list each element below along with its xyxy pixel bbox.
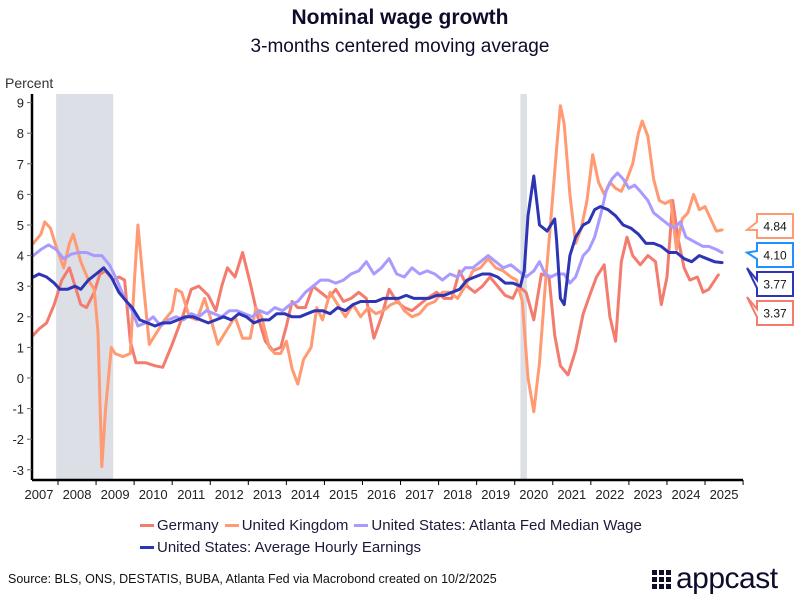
x-tick-label: 2010 — [139, 487, 168, 502]
x-tick-label: 2022 — [595, 487, 624, 502]
legend-swatch-atlanta-fed — [354, 523, 369, 527]
end-label-box — [744, 213, 794, 239]
end-label-united-kingdom: 4.84 — [744, 213, 794, 239]
end-label-germany: 3.37 — [746, 296, 794, 326]
chart-subtitle: 3-months centered moving average — [250, 36, 550, 57]
end-label-united-states-average-hourly-earnings: 3.77 — [746, 267, 794, 297]
x-tick-label: 2020 — [519, 487, 548, 502]
legend-label: United States: Average Hourly Earnings — [157, 538, 422, 556]
y-tick-label: -3 — [12, 463, 24, 478]
y-tick-label: 6 — [17, 187, 24, 202]
legend-swatch-uk — [224, 523, 239, 527]
x-tick-label: 2013 — [253, 487, 282, 502]
legend-label: United Kingdom — [241, 516, 349, 534]
logo-dots-icon — [652, 569, 671, 589]
y-tick-label: 4 — [17, 249, 24, 264]
y-axis-label: Percent — [5, 75, 54, 91]
end-label-box — [746, 267, 794, 297]
legend-swatch-germany — [140, 523, 154, 527]
y-tick-label: 8 — [17, 126, 24, 141]
end-label-united-states-atlanta-fed-median-wage: 4.10 — [744, 242, 794, 268]
x-tick-label: 2009 — [101, 487, 130, 502]
logo-text: appcast — [676, 562, 778, 595]
legend-label: Germany — [157, 516, 219, 534]
x-tick-label: 2024 — [672, 487, 701, 502]
end-label-value: 4.10 — [763, 249, 787, 263]
x-tick-label: 2021 — [557, 487, 586, 502]
y-tick-label: -1 — [12, 402, 24, 417]
x-tick-label: 2023 — [633, 487, 662, 502]
y-tick-label: 5 — [17, 218, 24, 233]
series-line-united-states-average-hourly-earnings — [31, 174, 724, 328]
legend-item-germany: Germany — [140, 517, 219, 534]
legend-item-atlanta-fed: United States: Atlanta Fed Median Wage — [354, 516, 642, 534]
legend-item-uk: United Kingdom — [224, 516, 349, 534]
legend-item-ahe: United States: Average Hourly Earnings — [140, 539, 421, 556]
legend-label: United States: Atlanta Fed Median Wage — [371, 516, 642, 534]
end-label-value: 4.84 — [763, 220, 787, 234]
x-tick-label: 2018 — [443, 487, 472, 502]
legend: Germany United Kingdom United States: At… — [140, 514, 648, 558]
series-line-united-kingdom — [31, 104, 724, 469]
y-tick-label: 1 — [17, 340, 24, 355]
source-note: Source: BLS, ONS, DESTATIS, BUBA, Atlant… — [8, 572, 497, 586]
y-tick-label: 3 — [17, 279, 24, 294]
end-value-labels: 4.84 4.10 3.77 3.37 — [744, 213, 794, 326]
x-tick-label: 2011 — [177, 487, 205, 502]
y-tick-label: 2 — [17, 310, 24, 325]
series-line-united-states-atlanta-fed-median-wage — [31, 171, 724, 328]
axes: -3 -2 -1 0 1 2 3 4 5 6 7 8 9 2007 2008 2009 2010 2011 2012… — [12, 94, 744, 502]
recession-shading — [520, 94, 527, 480]
series-lines — [31, 104, 724, 469]
end-label-value: 3.37 — [763, 307, 787, 321]
appcast-logo: appcast — [652, 562, 778, 596]
x-tick-label: 2007 — [25, 487, 54, 502]
x-tick-label: 2019 — [481, 487, 510, 502]
end-label-value: 3.77 — [763, 278, 787, 292]
chart-title: Nominal wage growth — [291, 6, 509, 29]
end-label-box — [744, 242, 794, 268]
y-tick-label: 9 — [17, 96, 24, 111]
x-tick-label: 2025 — [710, 487, 739, 502]
y-tick-label: 0 — [17, 371, 24, 386]
x-tick-label: 2015 — [329, 487, 358, 502]
x-tick-label: 2008 — [63, 487, 92, 502]
series-line-germany — [31, 199, 720, 377]
x-tick-label: 2017 — [405, 487, 434, 502]
y-tick-label: 7 — [17, 157, 24, 172]
end-label-box — [746, 296, 794, 326]
x-tick-label: 2016 — [367, 487, 396, 502]
x-tick-label: 2014 — [291, 487, 320, 502]
legend-swatch-ahe — [140, 545, 154, 549]
x-tick-label: 2012 — [215, 487, 244, 502]
y-tick-label: -2 — [12, 432, 24, 447]
